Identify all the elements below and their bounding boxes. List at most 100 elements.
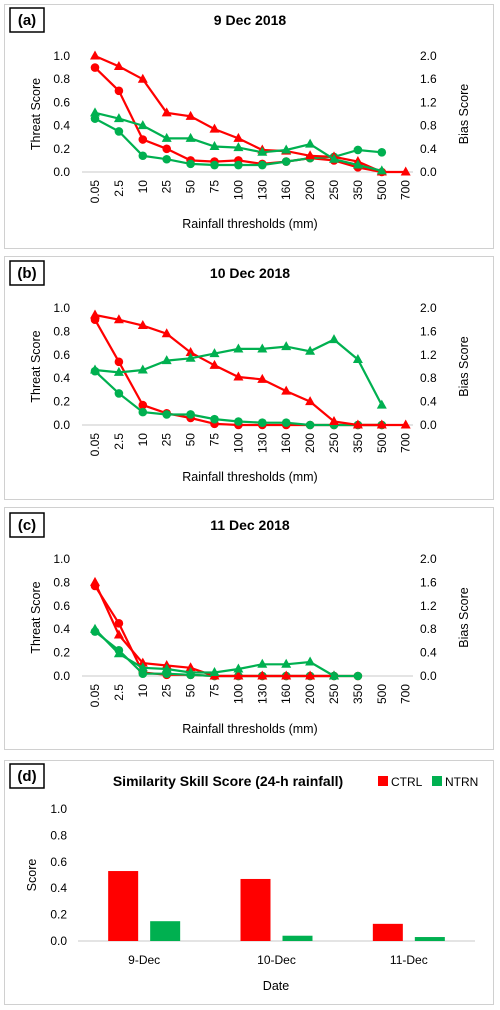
panel-b-series-ctrl-triangle-point — [137, 320, 148, 330]
panel-a-series-ntrn-circle-point — [162, 154, 171, 164]
panel-c-series-ctrl-triangle-point — [113, 629, 124, 639]
panel-c-series-ntrn-triangle-point — [329, 670, 339, 680]
panel-a-series-ntrn-triangle-point — [209, 140, 220, 150]
panel-a-series-ntrn-triangle-point — [233, 142, 244, 152]
panel-a-series-ntrn-triangle-point — [257, 146, 268, 156]
panel-a-series-ctrl-triangle-point — [305, 150, 316, 160]
panel-b-xtick: 350 — [351, 433, 365, 453]
panel-c-series-ctrl-triangle-point — [305, 670, 316, 680]
panel-b-series-ctrl-triangle-point — [185, 346, 196, 356]
panel-b-series-ntrn-triangle-point — [209, 348, 220, 358]
panel-b-series-ctrl-triangle-point — [281, 385, 292, 395]
panel-b-series-ntrn-triangle-point — [161, 355, 172, 365]
panel-b-xtick: 50 — [184, 433, 198, 447]
panel-d-ytick: 0.6 — [50, 855, 67, 869]
panel-d-bar-ntrn — [282, 935, 313, 941]
panel-a-ytick-left: 0.4 — [53, 119, 70, 133]
panel-c-ytick-left: 0.2 — [53, 646, 70, 660]
panel-a-xtick: 250 — [327, 180, 341, 200]
panel-b-xtick: 160 — [279, 433, 293, 453]
panel-b-series-ctrl-triangle-point — [305, 396, 316, 406]
panel-b-series-ntrn-triangle-point — [113, 366, 124, 376]
panel-a-series-ntrn-triangle-point — [137, 120, 148, 130]
panel-c-xtick: 500 — [375, 684, 389, 704]
panel-a-ytick-left: 0.0 — [53, 165, 70, 179]
panel-a-series-ctrl-triangle-point — [137, 73, 148, 83]
panel-d-ytick: 0.4 — [50, 881, 67, 895]
panel-d-legend-label-ctrl: CTRL — [391, 775, 423, 789]
panel-b-xtick: 75 — [208, 433, 222, 447]
panel-a-ytick-left: 1.0 — [53, 49, 70, 63]
panel-b-ylabel-left: Threat Score — [29, 330, 43, 402]
panel-c-ytick-right: 0.8 — [420, 622, 437, 636]
panel-c-xtick: 350 — [351, 684, 365, 704]
panel-a-series-ntrn-circle-point — [138, 151, 148, 161]
panel-b-xtick: 0.05 — [88, 433, 102, 457]
panel-a-ytick-left: 0.8 — [53, 72, 70, 86]
panel-b-series-ntrn-triangle-point — [185, 352, 196, 362]
panel-a-frame — [4, 4, 494, 249]
panel-b-xtick: 500 — [375, 433, 389, 453]
panel-c-xtick: 130 — [255, 684, 269, 704]
panel-c-xtick: 50 — [184, 684, 198, 698]
panel-b-series-ntrn-circle-point — [258, 418, 267, 427]
panel-b-series-ntrn-circle-point — [162, 410, 171, 419]
panel-d-ytick: 1.0 — [50, 802, 67, 816]
panel-c-xtick: 700 — [399, 684, 413, 704]
panel-c-series-ntrn-triangle-point — [305, 656, 316, 666]
panel-a-xtick: 2.5 — [112, 180, 126, 197]
panel-c-series-ntrn-triangle-point — [185, 666, 196, 676]
panel-b-series-ntrn-triangle-point — [305, 345, 316, 355]
panel-d-label-box — [9, 763, 45, 789]
panel-c-xtick: 2.5 — [112, 684, 126, 701]
panel-a-ytick-right: 0.4 — [420, 142, 437, 156]
panel-a-series-ntrn-triangle-point — [113, 113, 124, 123]
panel-c-ytick-right: 2.0 — [420, 552, 437, 566]
panel-b-series-ntrn-triangle-point — [376, 399, 387, 409]
panel-a-xlabel: Rainfall thresholds (mm) — [182, 217, 317, 231]
panel-b-series-ctrl-triangle-point — [113, 314, 124, 324]
panel-c-xtick: 250 — [327, 684, 341, 704]
panel-a-series-ctrl-circle-point — [138, 135, 148, 144]
panel-a-series-ctrl-triangle-point — [113, 60, 124, 70]
panel-a-series-ctrl-triangle-point — [400, 166, 411, 176]
panel-a-series-ctrl-circle-point — [114, 86, 124, 96]
panel-a-ytick-right: 2.0 — [420, 49, 437, 63]
panel-c-series-ntrn-triangle-point — [161, 663, 172, 673]
panel-a-series-ctrl-circle-point — [90, 63, 100, 72]
panel-d-ytick: 0.0 — [50, 934, 67, 948]
panel-c-xtick: 25 — [160, 684, 174, 698]
panel-d-bar-ntrn — [150, 921, 181, 941]
panel-d-label: (d) — [17, 768, 36, 785]
panel-b-label-box — [9, 260, 45, 286]
panel-c-series-ntrn-triangle-point — [113, 648, 124, 658]
panel-c-series-ntrn-circle-point — [353, 671, 363, 681]
panel-c-xtick: 0.05 — [88, 684, 102, 708]
panel-d-bar-ctrl — [372, 923, 403, 941]
panel-d-xtick: 9-Dec — [128, 953, 160, 967]
panel-b-xtick: 250 — [327, 433, 341, 453]
panel-b-ytick-right: 1.2 — [420, 348, 437, 362]
panel-c-xlabel: Rainfall thresholds (mm) — [182, 722, 317, 736]
panel-c-series-ctrl-triangle-point — [281, 670, 292, 680]
panel-b-series-ntrn-triangle-point — [329, 334, 339, 344]
panel-d-bar-ctrl — [240, 878, 271, 941]
panel-a-series-ntrn-circle-point — [377, 147, 387, 157]
panel-c-xtick: 75 — [208, 684, 222, 698]
panel-c-series-ntrn-triangle-point — [257, 658, 268, 668]
panel-a-xtick: 500 — [375, 180, 389, 200]
panel-b-ylabel-right: Bias Score — [457, 336, 471, 396]
panel-a-series-ntrn-circle-point — [114, 127, 124, 136]
panel-b-series-ntrn-circle-point — [138, 407, 148, 417]
panel-c-series-ctrl-triangle-point — [257, 670, 268, 680]
panel-a-series-ctrl-triangle-point — [161, 107, 172, 117]
panel-a-xtick: 200 — [303, 180, 317, 200]
panel-b-series-ctrl-triangle-point — [233, 371, 244, 381]
panel-c-series-ntrn-triangle-point — [209, 666, 220, 676]
panel-c-ylabel-right: Bias Score — [457, 587, 471, 647]
panel-c-ytick-right: 0.4 — [420, 646, 437, 660]
panel-b-xtick: 100 — [231, 433, 245, 453]
panel-a-xtick: 10 — [136, 180, 150, 194]
panel-d-xtick: 11-Dec — [390, 953, 428, 967]
